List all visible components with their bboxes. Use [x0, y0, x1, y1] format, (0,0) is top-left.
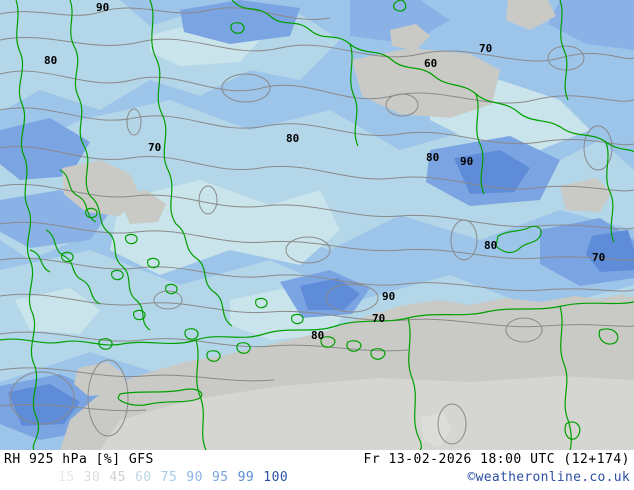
- scale-stop-90: 90: [186, 470, 203, 485]
- contour-label: 90: [382, 290, 396, 303]
- contour-label: 70: [592, 251, 606, 264]
- contour-label: 70: [479, 42, 493, 55]
- scale-stop-95: 95: [211, 470, 229, 485]
- copyright-notice: ©weatheronline.co.uk: [467, 470, 630, 485]
- contour-label: 90: [460, 155, 474, 168]
- contour-label: 80: [426, 151, 440, 164]
- product-title: RH 925 hPa [%] GFS: [4, 452, 154, 467]
- contour-label: 80: [484, 239, 498, 252]
- contour-label: 90: [96, 1, 110, 14]
- contour-label: 70: [372, 312, 386, 325]
- scale-stop-75: 75: [160, 470, 178, 485]
- scale-stop-15: 15: [58, 470, 75, 485]
- contour-label: 80: [286, 132, 300, 145]
- scale-stop-100: 100: [263, 470, 289, 485]
- scale-stop-30: 30: [83, 470, 101, 485]
- contour-label: 80: [311, 329, 325, 342]
- scale-stop-99: 99: [237, 470, 255, 485]
- scale-stop-45: 45: [109, 470, 126, 485]
- contour-label: 60: [424, 57, 438, 70]
- map-canvas: [0, 0, 634, 450]
- map-footer: RH 925 hPa [%] GFS Fr 13-02-2026 18:00 U…: [0, 450, 634, 490]
- contour-label: 80: [44, 54, 58, 67]
- contour-line-layer: [0, 7, 634, 445]
- forecast-runtime: Fr 13-02-2026 18:00 UTC (12+174): [363, 452, 630, 467]
- relative-humidity-map[interactable]: 90 80 60 70 70 80 80 90 80 70 90 70 80: [0, 0, 634, 450]
- coastline-layer: [0, 0, 634, 450]
- contour-label: 70: [148, 141, 162, 154]
- humidity-scale-legend: 15 30 45 60 75 90 95 99 100: [58, 470, 297, 485]
- scale-stop-60: 60: [134, 470, 152, 485]
